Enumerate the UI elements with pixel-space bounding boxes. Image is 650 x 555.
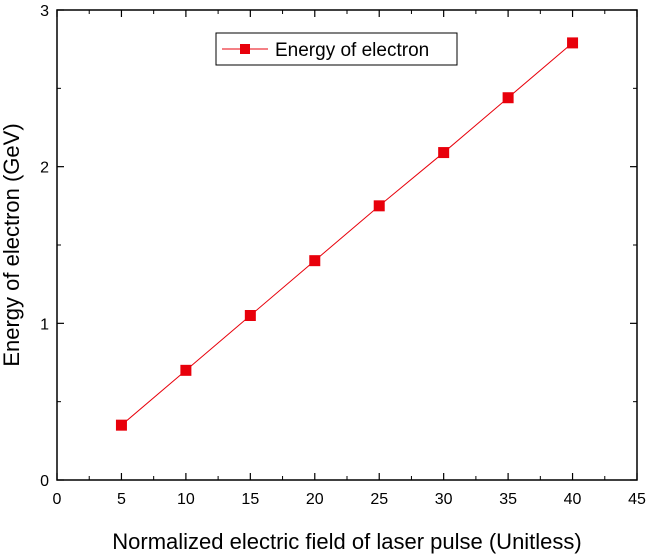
x-tick-label: 45 [628,491,646,508]
y-tick-label: 1 [40,316,49,333]
y-tick-label: 0 [40,473,49,490]
legend: Energy of electron [215,32,458,66]
x-tick-label: 10 [177,491,195,508]
plot-border [56,9,638,481]
y-axis-title: Energy of electron (GeV) [0,123,24,366]
data-point [180,364,192,376]
x-tick-label: 40 [564,491,582,508]
x-tick-label: 5 [117,491,126,508]
data-point [502,92,514,104]
data-point [115,419,127,431]
legend-label: Energy of electron [275,40,429,61]
x-tick-label: 20 [306,491,324,508]
plot-frame [56,9,638,481]
y-tick-label: 2 [40,160,49,177]
x-tick-label: 0 [53,491,62,508]
y-tick-label: 3 [40,3,49,20]
x-tick-label: 15 [241,491,259,508]
data-point [373,200,385,212]
series-line [121,42,573,426]
data-point [244,310,256,321]
x-tick-label: 25 [370,491,388,508]
data-point [309,255,321,267]
series-layer [115,37,579,431]
data-point [567,37,579,49]
x-tick-label: 35 [499,491,517,508]
x-axis: 0 5 10 15 20 25 30 35 40 45 [53,10,646,508]
legend-marker [240,44,250,54]
y-axis: 0 1 2 3 [40,3,637,490]
data-point [438,147,450,159]
x-axis-title: Normalized electric field of laser pulse… [112,529,582,554]
x-tick-label: 30 [435,491,453,508]
